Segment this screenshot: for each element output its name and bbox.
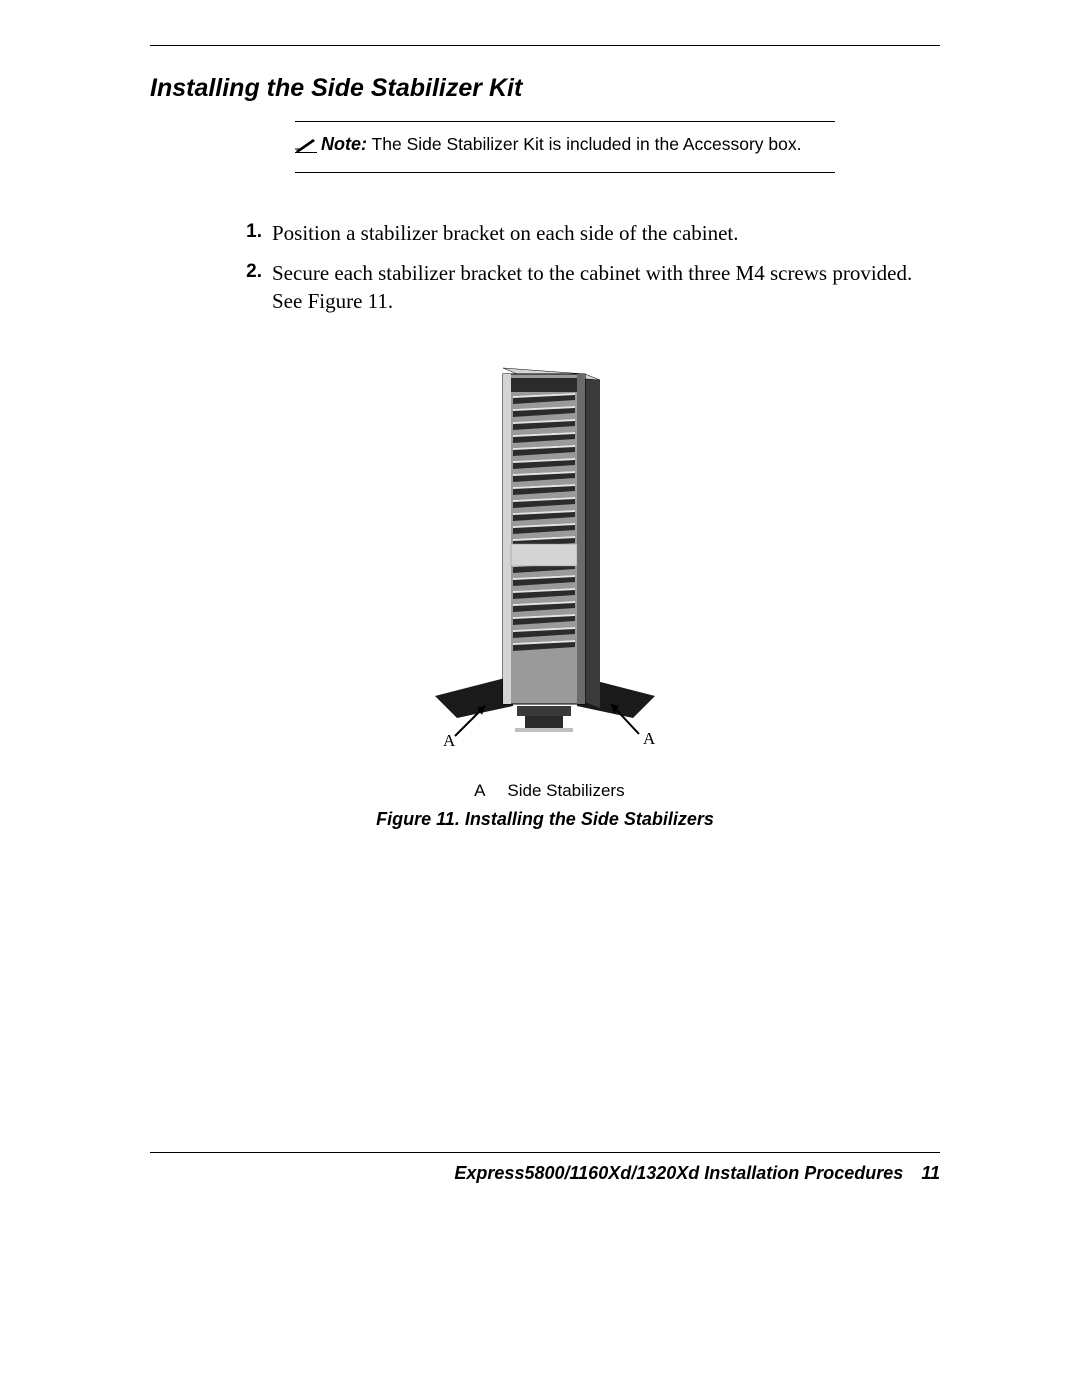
top-divider	[150, 45, 940, 46]
list-item: 1. Position a stabilizer bracket on each…	[232, 219, 932, 247]
footer-page-number: 11	[921, 1163, 940, 1183]
cabinet-illustration: AA	[385, 366, 705, 761]
figure: AA ASide Stabilizers Figure 11. Installi…	[150, 366, 940, 830]
note-text: The Side Stabilizer Kit is included in t…	[372, 134, 802, 154]
page-content: Installing the Side Stabilizer Kit Note:…	[150, 45, 940, 830]
step-number: 1.	[232, 219, 262, 247]
step-number: 2.	[232, 259, 262, 316]
svg-text:A: A	[643, 729, 656, 748]
note-bottom-rule	[295, 172, 835, 173]
figure-caption: Figure 11. Installing the Side Stabilize…	[150, 809, 940, 830]
steps-list: 1. Position a stabilizer bracket on each…	[232, 219, 932, 316]
legend-key: A	[465, 781, 485, 801]
step-text: Position a stabilizer bracket on each si…	[272, 219, 739, 247]
note-content: Note: The Side Stabilizer Kit is include…	[295, 122, 835, 172]
figure-legend: A Side Stabilizers	[150, 781, 940, 801]
list-item: 2. Secure each stabilizer bracket to the…	[232, 259, 932, 316]
note-box: Note: The Side Stabilizer Kit is include…	[295, 121, 835, 173]
legend-text: Side Stabilizers	[507, 781, 624, 800]
section-title: Installing the Side Stabilizer Kit	[150, 74, 940, 103]
footer-title: Express5800/1160Xd/1320Xd Installation P…	[454, 1163, 903, 1183]
footer-text: Express5800/1160Xd/1320Xd Installation P…	[150, 1163, 940, 1184]
note-label: Note:	[321, 134, 367, 154]
pencil-icon	[295, 136, 317, 160]
step-text: Secure each stabilizer bracket to the ca…	[272, 259, 932, 316]
footer-divider	[150, 1152, 940, 1153]
svg-text:A: A	[443, 731, 456, 750]
page-footer: Express5800/1160Xd/1320Xd Installation P…	[150, 1152, 940, 1184]
